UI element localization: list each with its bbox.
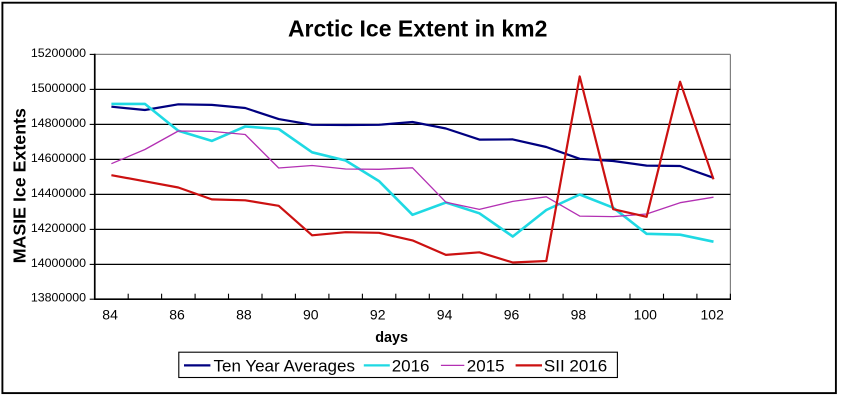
svg-text:MASIE Ice Extents: MASIE Ice Extents [10, 108, 30, 263]
svg-text:days: days [375, 330, 408, 346]
svg-text:SII 2016: SII 2016 [544, 356, 607, 375]
svg-text:14600000: 14600000 [31, 151, 86, 165]
svg-text:2016: 2016 [392, 356, 430, 375]
svg-text:15000000: 15000000 [31, 81, 86, 95]
svg-text:96: 96 [504, 306, 520, 322]
svg-text:102: 102 [701, 306, 725, 322]
svg-text:86: 86 [169, 306, 185, 322]
svg-text:13800000: 13800000 [31, 291, 86, 305]
svg-text:Arctic Ice Extent in km2: Arctic Ice Extent in km2 [288, 16, 548, 42]
svg-text:84: 84 [102, 306, 118, 322]
svg-text:14000000: 14000000 [31, 256, 86, 270]
svg-text:14800000: 14800000 [31, 116, 86, 130]
svg-text:Ten Year Averages: Ten Year Averages [214, 356, 355, 375]
svg-text:88: 88 [236, 306, 252, 322]
svg-text:98: 98 [571, 306, 587, 322]
svg-text:90: 90 [303, 306, 319, 322]
svg-text:15200000: 15200000 [31, 46, 86, 60]
svg-text:14400000: 14400000 [31, 186, 86, 200]
svg-text:2015: 2015 [467, 356, 505, 375]
svg-text:14200000: 14200000 [31, 221, 86, 235]
svg-text:100: 100 [634, 306, 658, 322]
svg-text:94: 94 [437, 306, 453, 322]
svg-text:92: 92 [370, 306, 386, 322]
